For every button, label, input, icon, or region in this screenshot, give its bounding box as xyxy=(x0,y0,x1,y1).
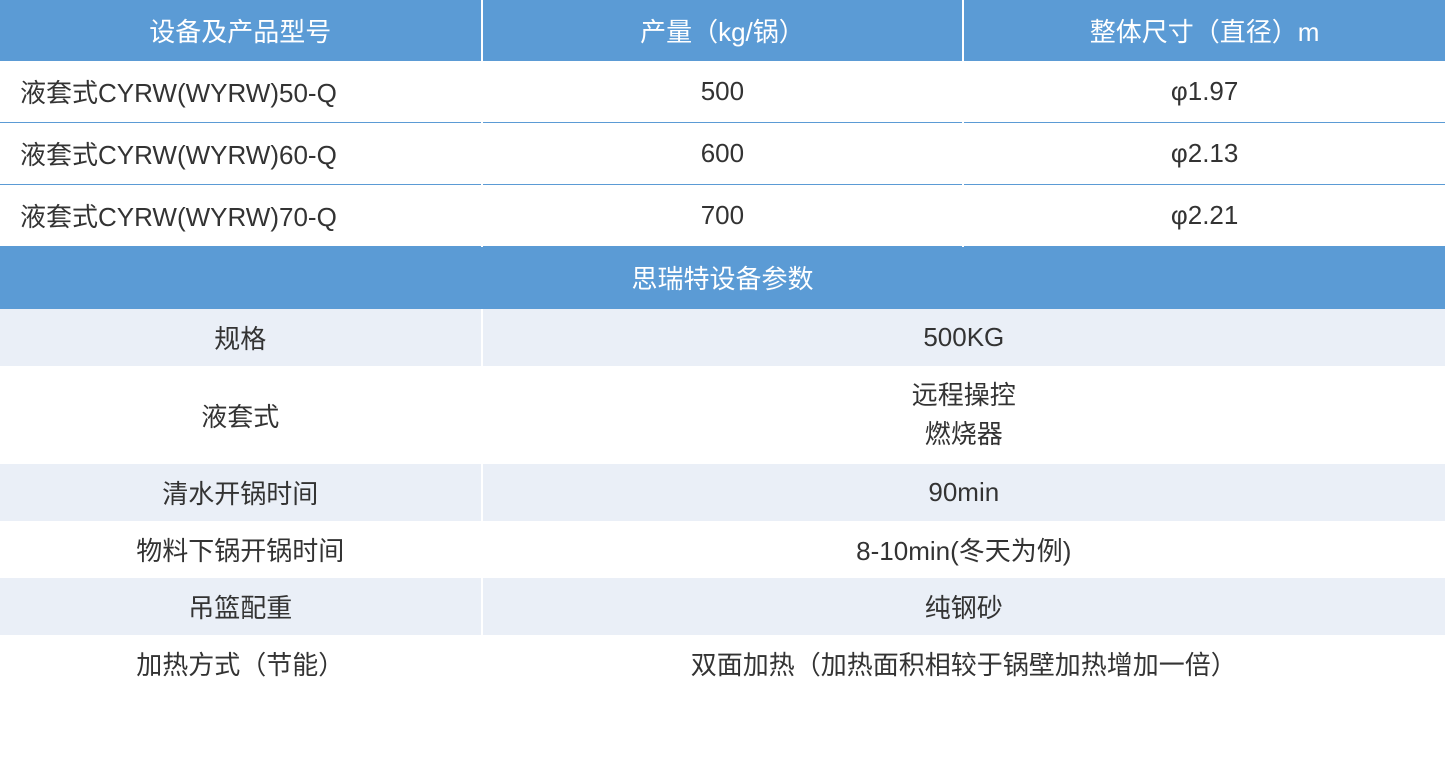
param-row: 液套式 远程操控燃烧器 xyxy=(0,366,1445,464)
cell-output: 700 xyxy=(482,185,964,247)
header-output: 产量（kg/锅） xyxy=(482,0,964,61)
param-value: 500KG xyxy=(482,309,1445,366)
header-model: 设备及产品型号 xyxy=(0,0,482,61)
section-title: 思瑞特设备参数 xyxy=(0,247,1445,309)
cell-size: φ1.97 xyxy=(963,61,1445,123)
param-value: 8-10min(冬天为例) xyxy=(482,521,1445,578)
param-label: 吊篮配重 xyxy=(0,578,482,635)
table-row: 液套式CYRW(WYRW)50-Q 500 φ1.97 xyxy=(0,61,1445,123)
table1-header-row: 设备及产品型号 产量（kg/锅） 整体尺寸（直径）m xyxy=(0,0,1445,61)
param-value: 90min xyxy=(482,464,1445,521)
section-header-row: 思瑞特设备参数 xyxy=(0,247,1445,309)
param-label: 液套式 xyxy=(0,366,482,464)
param-row: 规格 500KG xyxy=(0,309,1445,366)
table-row: 液套式CYRW(WYRW)60-Q 600 φ2.13 xyxy=(0,123,1445,185)
param-value: 双面加热（加热面积相较于锅壁加热增加一倍） xyxy=(482,635,1445,692)
parameter-table: 规格 500KG 液套式 远程操控燃烧器 清水开锅时间 90min 物料下锅开锅… xyxy=(0,309,1445,692)
param-row: 物料下锅开锅时间 8-10min(冬天为例) xyxy=(0,521,1445,578)
cell-size: φ2.21 xyxy=(963,185,1445,247)
param-row: 吊篮配重 纯钢砂 xyxy=(0,578,1445,635)
param-label: 加热方式（节能） xyxy=(0,635,482,692)
table-row: 液套式CYRW(WYRW)70-Q 700 φ2.21 xyxy=(0,185,1445,247)
cell-model: 液套式CYRW(WYRW)50-Q xyxy=(0,61,482,123)
cell-output: 500 xyxy=(482,61,964,123)
param-row: 加热方式（节能） 双面加热（加热面积相较于锅壁加热增加一倍） xyxy=(0,635,1445,692)
param-label: 规格 xyxy=(0,309,482,366)
param-value: 远程操控燃烧器 xyxy=(482,366,1445,464)
param-value: 纯钢砂 xyxy=(482,578,1445,635)
param-label: 物料下锅开锅时间 xyxy=(0,521,482,578)
cell-model: 液套式CYRW(WYRW)60-Q xyxy=(0,123,482,185)
equipment-spec-table: 设备及产品型号 产量（kg/锅） 整体尺寸（直径）m 液套式CYRW(WYRW)… xyxy=(0,0,1445,309)
cell-model: 液套式CYRW(WYRW)70-Q xyxy=(0,185,482,247)
param-label: 清水开锅时间 xyxy=(0,464,482,521)
cell-size: φ2.13 xyxy=(963,123,1445,185)
header-size: 整体尺寸（直径）m xyxy=(963,0,1445,61)
cell-output: 600 xyxy=(482,123,964,185)
spec-tables-container: 设备及产品型号 产量（kg/锅） 整体尺寸（直径）m 液套式CYRW(WYRW)… xyxy=(0,0,1445,692)
param-row: 清水开锅时间 90min xyxy=(0,464,1445,521)
